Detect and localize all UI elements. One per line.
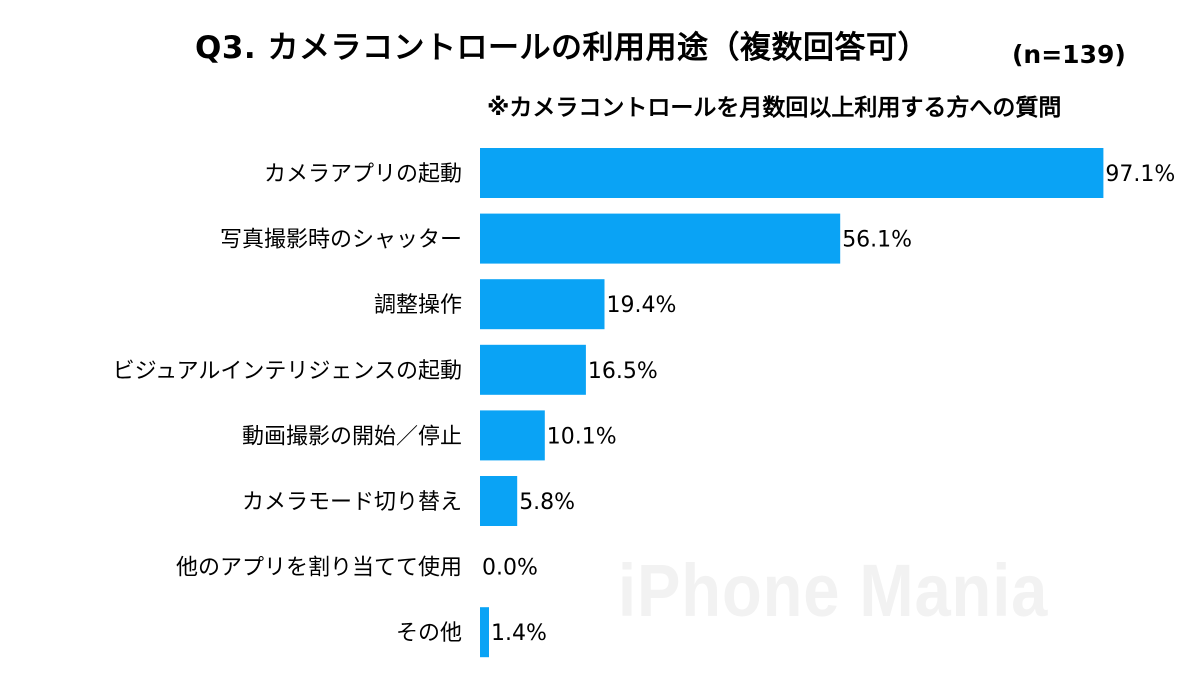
value-label-7: 1.4% [491,621,547,646]
value-label-0: 97.1% [1105,162,1175,187]
value-label-3: 16.5% [588,359,658,384]
category-label-3: ビジュアルインテリジェンスの起動 [113,359,462,384]
bar-1 [480,213,841,264]
category-label-6: 他のアプリを割り当てて使用 [176,556,462,581]
chart-title: Q3. カメラコントロールの利用用途（複数回答可） [195,30,929,66]
category-label-1: 写真撮影時のシャッター [220,228,462,253]
category-label-0: カメラアプリの起動 [264,162,462,187]
category-label-2: 調整操作 [374,293,462,318]
bars-layer [480,148,1104,658]
bar-3 [480,344,586,395]
sample-size-label: (n=139) [1012,40,1126,69]
bar-7 [480,607,489,658]
labels-layer: カメラアプリの起動 97.1% 写真撮影時のシャッター 56.1% 調整操作 19.4% ビ… [113,162,1176,646]
bar-5 [480,476,518,526]
bar-4 [480,410,545,461]
bar-0 [480,148,1104,198]
category-label-5: カメラモード切り替え [242,490,462,515]
value-label-5: 5.8% [519,490,575,515]
value-label-2: 19.4% [607,293,677,318]
watermark-logo: iPhone Mania [618,549,1049,632]
category-label-4: 動画撮影の開始／停止 [242,424,462,449]
chart-subtitle: ※カメラコントロールを月数回以上利用する方への質問 [487,95,1062,121]
bar-2 [480,279,605,330]
value-label-6: 0.0% [482,556,538,581]
category-label-7: その他 [396,621,462,646]
value-label-1: 56.1% [842,228,912,253]
value-label-4: 10.1% [547,424,617,449]
